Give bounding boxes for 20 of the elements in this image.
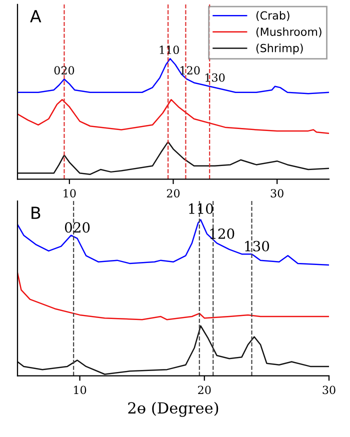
x-axis-title: 2ɵ (Degree) [128, 402, 218, 417]
x-tick-label: 30 [270, 189, 284, 198]
annotation: 110 [189, 203, 213, 214]
x-tick-label: 10 [74, 386, 86, 394]
annotation: 120 [210, 228, 234, 239]
legend-label: (Mushroom) [256, 27, 322, 38]
legend-label: (Shrimp) [256, 44, 303, 54]
legend-label: (Crab) [256, 11, 290, 21]
x-tick-label: 30 [322, 386, 336, 394]
annotation: 130 [206, 73, 225, 82]
text: B [32, 206, 40, 219]
annotation: 120 [180, 66, 200, 75]
annotation: 110 [160, 46, 179, 54]
annotation: 130 [245, 240, 270, 252]
x-tick-label: 10 [64, 189, 76, 198]
x-tick-label: 20 [198, 386, 211, 394]
text: A [30, 10, 42, 22]
annotation: 020 [54, 66, 74, 75]
x-tick-label: 20 [166, 189, 180, 198]
annotation: 020 [64, 222, 90, 233]
